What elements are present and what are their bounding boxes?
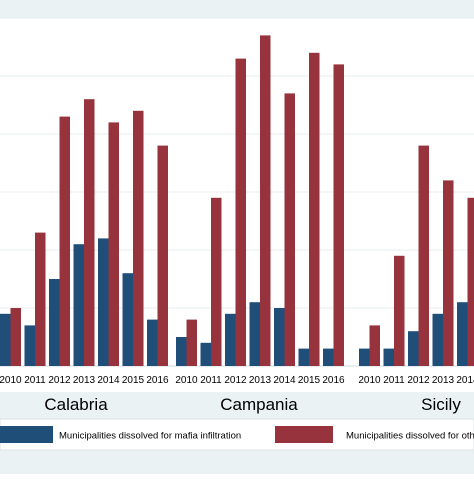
bar-campania-2012-s2 [236,59,247,366]
bar-campania-2015-s2 [309,53,320,366]
bar-calabria-2010-s2 [11,308,22,366]
x-tick-label: 2014 [97,375,120,386]
bar-calabria-2016-s2 [158,146,169,366]
x-tick-label: 2010 [175,375,198,386]
bar-calabria-2013-s1 [74,244,85,366]
legend-swatch-1 [0,426,53,443]
bar-sicily-2010-s1 [359,349,370,366]
bar-campania-2016-s1 [323,349,334,366]
bar-sicily-2011-s2 [394,256,405,366]
group-label-campania: Campania [220,395,298,414]
bar-calabria-2012-s2 [60,117,71,366]
x-tick-label: 2012 [224,375,247,386]
bar-sicily-2012-s1 [408,331,419,366]
x-tick-label: 2011 [383,375,405,386]
group-label-sicily: Sicily [421,395,461,414]
group-label-calabria: Calabria [44,395,108,414]
bar-campania-2013-s2 [260,35,271,366]
bar-calabria-2013-s2 [84,99,95,366]
x-tick-label: 2010 [358,375,381,386]
bar-calabria-2016-s1 [147,320,158,366]
bar-campania-2011-s2 [211,198,222,366]
bar-sicily-2014-s2 [468,198,474,366]
x-tick-label: 2011 [24,375,46,386]
bar-campania-2014-s2 [285,93,296,366]
bar-calabria-2015-s2 [133,111,144,366]
bar-calabria-2010-s1 [0,314,11,366]
bar-campania-2016-s2 [334,64,345,366]
bar-campania-2013-s1 [250,302,261,366]
x-tick-label: 2013 [73,375,96,386]
bar-sicily-2010-s2 [370,325,381,366]
x-tick-label: 2012 [48,375,71,386]
x-tick-label: 2016 [322,375,345,386]
title-band [0,0,474,18]
bar-campania-2012-s1 [225,314,236,366]
x-tick-label: 2011 [200,375,222,386]
bar-calabria-2014-s2 [109,122,120,366]
x-tick-label: 2010 [0,375,22,386]
bar-sicily-2013-s2 [443,180,454,366]
bar-campania-2015-s1 [299,349,310,366]
bar-calabria-2014-s1 [98,238,109,366]
bar-calabria-2011-s2 [35,233,46,366]
x-tick-label: 2013 [432,375,455,386]
bar-calabria-2015-s1 [123,273,134,366]
x-tick-label: 2015 [298,375,321,386]
x-tick-label: 2016 [146,375,169,386]
x-tick-label: 2012 [407,375,430,386]
bar-calabria-2011-s1 [25,325,36,366]
legend-label-2: Municipalities dissolved for other reaso… [346,431,474,442]
bar-campania-2014-s1 [274,308,285,366]
x-tick-label: 2013 [249,375,272,386]
legend-label-1: Municipalities dissolved for mafia infil… [59,431,241,442]
bar-sicily-2011-s1 [384,349,395,366]
bar-calabria-2012-s1 [49,279,60,366]
x-tick-label: 2015 [122,375,145,386]
legend-swatch-2 [275,426,333,443]
bar-sicily-2013-s1 [433,314,444,366]
bar-sicily-2014-s1 [457,302,468,366]
x-tick-label: 2014 [273,375,296,386]
bar-sicily-2012-s2 [419,146,430,366]
bar-campania-2010-s2 [187,320,198,366]
bar-campania-2011-s1 [201,343,212,366]
x-tick-label: 2014 [456,375,474,386]
bar-campania-2010-s1 [176,337,187,366]
